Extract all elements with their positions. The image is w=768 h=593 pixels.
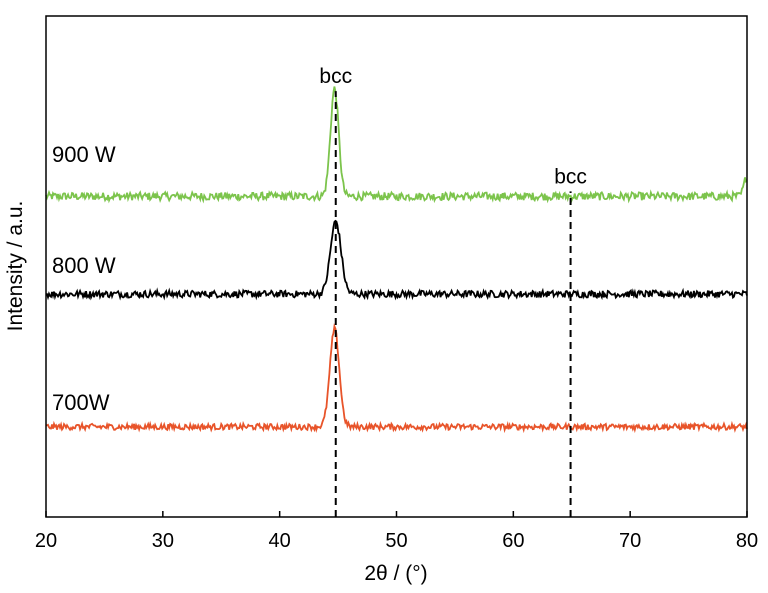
series-label: 900 W (52, 142, 116, 167)
annotation-label: bcc (319, 65, 352, 88)
series-line (45, 323, 748, 434)
y-axis-label: Intensity / a.u. (4, 201, 27, 332)
x-tick-label: 40 (269, 530, 291, 552)
x-tick-label: 70 (619, 530, 641, 552)
series-line (45, 219, 748, 301)
series-line (45, 86, 748, 204)
x-axis-label: 2θ / (°) (364, 562, 427, 585)
x-tick-label: 60 (502, 530, 524, 552)
x-tick-label: 50 (385, 530, 407, 552)
series-labels-layer: 900 W 800 W 700W (52, 142, 116, 415)
annotation-label: bcc (554, 165, 587, 188)
plot-frame (45, 15, 748, 518)
x-ticks-layer: 20 30 40 50 60 70 80 (35, 511, 758, 552)
series-label: 700W (52, 390, 110, 415)
series-lines-layer (45, 86, 748, 434)
annotation-layer: bcc bcc (319, 65, 587, 517)
x-tick-label: 80 (736, 530, 758, 552)
series-label: 800 W (52, 253, 116, 278)
x-tick-label: 30 (152, 530, 174, 552)
x-tick-label: 20 (35, 530, 57, 552)
